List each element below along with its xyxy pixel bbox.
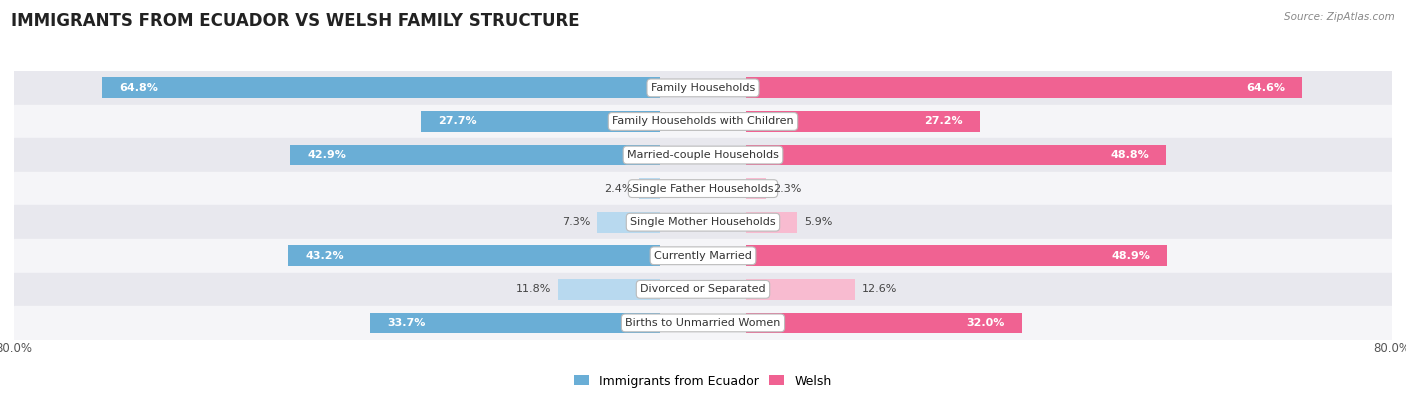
Bar: [640, 178, 659, 199]
Text: 42.9%: 42.9%: [308, 150, 347, 160]
Bar: [14, 239, 1392, 273]
Bar: [422, 111, 659, 132]
Bar: [747, 312, 1022, 333]
Text: 64.6%: 64.6%: [1246, 83, 1285, 93]
Bar: [422, 111, 659, 132]
Text: 12.6%: 12.6%: [862, 284, 897, 294]
Text: Divorced or Separated: Divorced or Separated: [640, 284, 766, 294]
Text: IMMIGRANTS FROM ECUADOR VS WELSH FAMILY STRUCTURE: IMMIGRANTS FROM ECUADOR VS WELSH FAMILY …: [11, 12, 579, 30]
Bar: [558, 279, 659, 300]
Bar: [14, 273, 1392, 306]
Text: 5.9%: 5.9%: [804, 217, 832, 227]
Legend: Immigrants from Ecuador, Welsh: Immigrants from Ecuador, Welsh: [569, 370, 837, 393]
Bar: [288, 245, 659, 266]
Text: Single Father Households: Single Father Households: [633, 184, 773, 194]
Bar: [291, 145, 659, 166]
Bar: [101, 77, 659, 98]
Text: Currently Married: Currently Married: [654, 251, 752, 261]
Bar: [558, 279, 659, 300]
Bar: [747, 145, 1167, 166]
Bar: [370, 312, 659, 333]
Bar: [747, 212, 797, 233]
Bar: [14, 105, 1392, 138]
Text: Births to Unmarried Women: Births to Unmarried Women: [626, 318, 780, 328]
Text: 64.8%: 64.8%: [120, 83, 157, 93]
Text: Single Mother Households: Single Mother Households: [630, 217, 776, 227]
Bar: [291, 145, 659, 166]
Bar: [288, 245, 659, 266]
Bar: [598, 212, 659, 233]
Text: 48.8%: 48.8%: [1111, 150, 1149, 160]
Bar: [370, 312, 659, 333]
Bar: [747, 77, 1302, 98]
Text: 33.7%: 33.7%: [387, 318, 426, 328]
Bar: [747, 111, 980, 132]
Bar: [747, 178, 766, 199]
Bar: [747, 279, 855, 300]
Text: 7.3%: 7.3%: [562, 217, 591, 227]
Text: 2.4%: 2.4%: [605, 184, 633, 194]
Text: 27.2%: 27.2%: [925, 117, 963, 126]
Text: 43.2%: 43.2%: [305, 251, 343, 261]
Bar: [14, 138, 1392, 172]
Text: Family Households with Children: Family Households with Children: [612, 117, 794, 126]
Text: Source: ZipAtlas.com: Source: ZipAtlas.com: [1284, 12, 1395, 22]
Bar: [101, 77, 659, 98]
Bar: [14, 306, 1392, 340]
Bar: [640, 178, 659, 199]
Text: 11.8%: 11.8%: [516, 284, 551, 294]
Text: 48.9%: 48.9%: [1111, 251, 1150, 261]
Bar: [14, 172, 1392, 205]
Text: 2.3%: 2.3%: [773, 184, 801, 194]
Bar: [14, 205, 1392, 239]
Text: Family Households: Family Households: [651, 83, 755, 93]
Text: Married-couple Households: Married-couple Households: [627, 150, 779, 160]
Bar: [14, 71, 1392, 105]
Text: 27.7%: 27.7%: [439, 117, 477, 126]
Text: 32.0%: 32.0%: [966, 318, 1004, 328]
Bar: [598, 212, 659, 233]
Bar: [747, 245, 1167, 266]
